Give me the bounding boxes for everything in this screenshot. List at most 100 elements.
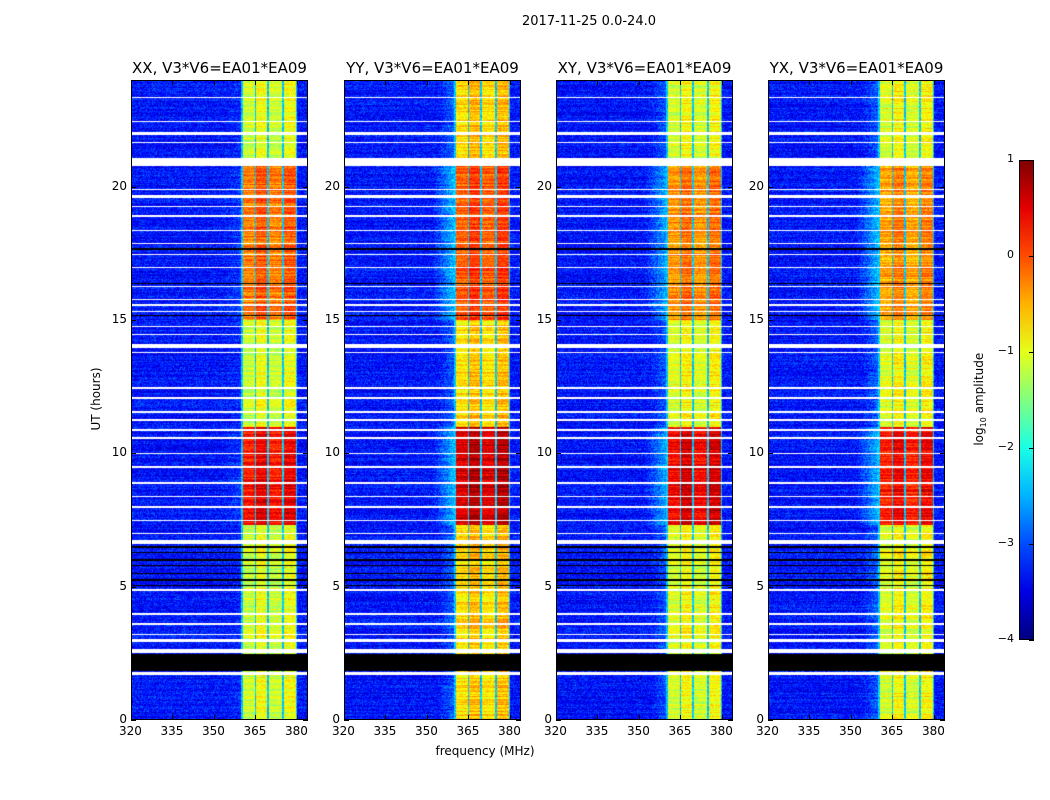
x-tick-mark [597,80,599,85]
heatmap-panel [131,80,308,720]
colorbar-label-log: log [971,427,986,446]
x-tick-mark [468,715,470,720]
x-tick-mark [680,80,682,85]
y-tick-mark [728,453,733,455]
colorbar-tick-label: −4 [997,632,1014,645]
heatmap-panel [768,80,945,720]
y-tick-mark [344,720,349,721]
y-tick-mark [728,720,733,721]
y-tick-label: 5 [756,578,764,593]
y-axis-label: UT (hours) [89,367,103,431]
colorbar-tick-mark [1029,544,1034,545]
x-tick-mark [172,715,174,720]
x-tick-mark [509,80,511,85]
y-tick-mark [303,586,308,588]
y-tick-mark [344,586,349,588]
y-tick-label: 5 [119,578,127,593]
y-tick-mark [344,453,349,455]
colorbar-tick-mark [1029,448,1034,449]
x-tick-label: 350 [414,724,438,738]
x-tick-mark [172,80,174,85]
heatmap-image [132,81,307,719]
y-tick-label: 15 [324,312,340,326]
y-tick-label: 10 [748,445,764,460]
colorbar-tick-label: −1 [997,344,1014,357]
x-tick-label: 350 [201,724,225,738]
x-tick-mark [255,80,257,85]
x-tick-label: 335 [585,724,609,738]
y-tick-label: 20 [111,178,127,193]
x-tick-mark [768,715,769,720]
x-tick-mark [296,715,298,720]
x-tick-mark [850,715,852,720]
x-tick-mark [850,80,852,85]
y-tick-label: 15 [536,312,552,326]
colorbar-tick-mark [1029,160,1034,161]
y-tick-mark [303,453,308,455]
x-tick-mark [556,715,557,720]
y-tick-mark [516,320,521,321]
x-tick-mark [255,715,257,720]
x-tick-label: 350 [626,724,650,738]
x-tick-label: 335 [160,724,184,738]
y-tick-mark [940,453,945,455]
x-tick-mark [892,80,894,85]
x-tick-mark [809,715,811,720]
colorbar-tick-label: 1 [1007,152,1014,165]
y-tick-label: 10 [111,445,127,460]
y-tick-mark [131,453,136,455]
x-tick-label: 320 [756,724,779,738]
y-tick-mark [768,320,773,321]
y-tick-mark [556,320,561,321]
y-tick-label: 0 [756,712,764,726]
panel-title: XX, V3*V6=EA01*EA09 [132,59,307,77]
x-tick-label: 365 [456,724,480,738]
y-tick-mark [516,586,521,588]
x-tick-mark [638,80,640,85]
y-tick-mark [728,320,733,321]
y-tick-label: 0 [119,712,127,726]
y-tick-label: 15 [748,312,764,326]
y-tick-mark [768,586,773,588]
y-tick-mark [940,186,945,188]
x-tick-mark [509,715,511,720]
y-tick-label: 15 [111,312,127,326]
y-tick-mark [940,320,945,321]
x-tick-label: 380 [709,724,733,738]
x-axis-label: frequency (MHz) [435,744,535,758]
y-tick-mark [556,720,561,721]
x-tick-label: 320 [544,724,567,738]
y-tick-label: 10 [324,445,340,460]
y-tick-label: 20 [324,178,340,193]
heatmap-image [557,81,732,719]
x-tick-mark [638,715,640,720]
x-tick-mark [809,80,811,85]
x-tick-label: 320 [332,724,355,738]
colorbar-tick-mark [1029,640,1034,641]
y-tick-label: 5 [332,578,340,593]
x-tick-mark [426,80,428,85]
x-tick-mark [721,80,723,85]
y-tick-mark [940,586,945,588]
y-tick-label: 5 [544,578,552,593]
colorbar-tick-label: −2 [997,440,1014,453]
x-tick-label: 335 [797,724,821,738]
x-tick-mark [131,715,132,720]
x-tick-label: 350 [838,724,862,738]
y-tick-mark [768,453,773,455]
heatmap-panel [556,80,733,720]
y-tick-label: 0 [544,712,552,726]
heatmap-image [769,81,944,719]
x-tick-label: 335 [373,724,397,738]
y-tick-mark [516,453,521,455]
x-tick-mark [933,80,935,85]
y-tick-mark [344,320,349,321]
x-tick-mark [131,80,132,85]
x-tick-mark [721,715,723,720]
y-tick-mark [728,186,733,188]
x-tick-mark [296,80,298,85]
y-tick-mark [516,720,521,721]
y-tick-mark [344,186,349,188]
y-tick-mark [940,720,945,721]
panel-title: YX, V3*V6=EA01*EA09 [769,59,944,77]
